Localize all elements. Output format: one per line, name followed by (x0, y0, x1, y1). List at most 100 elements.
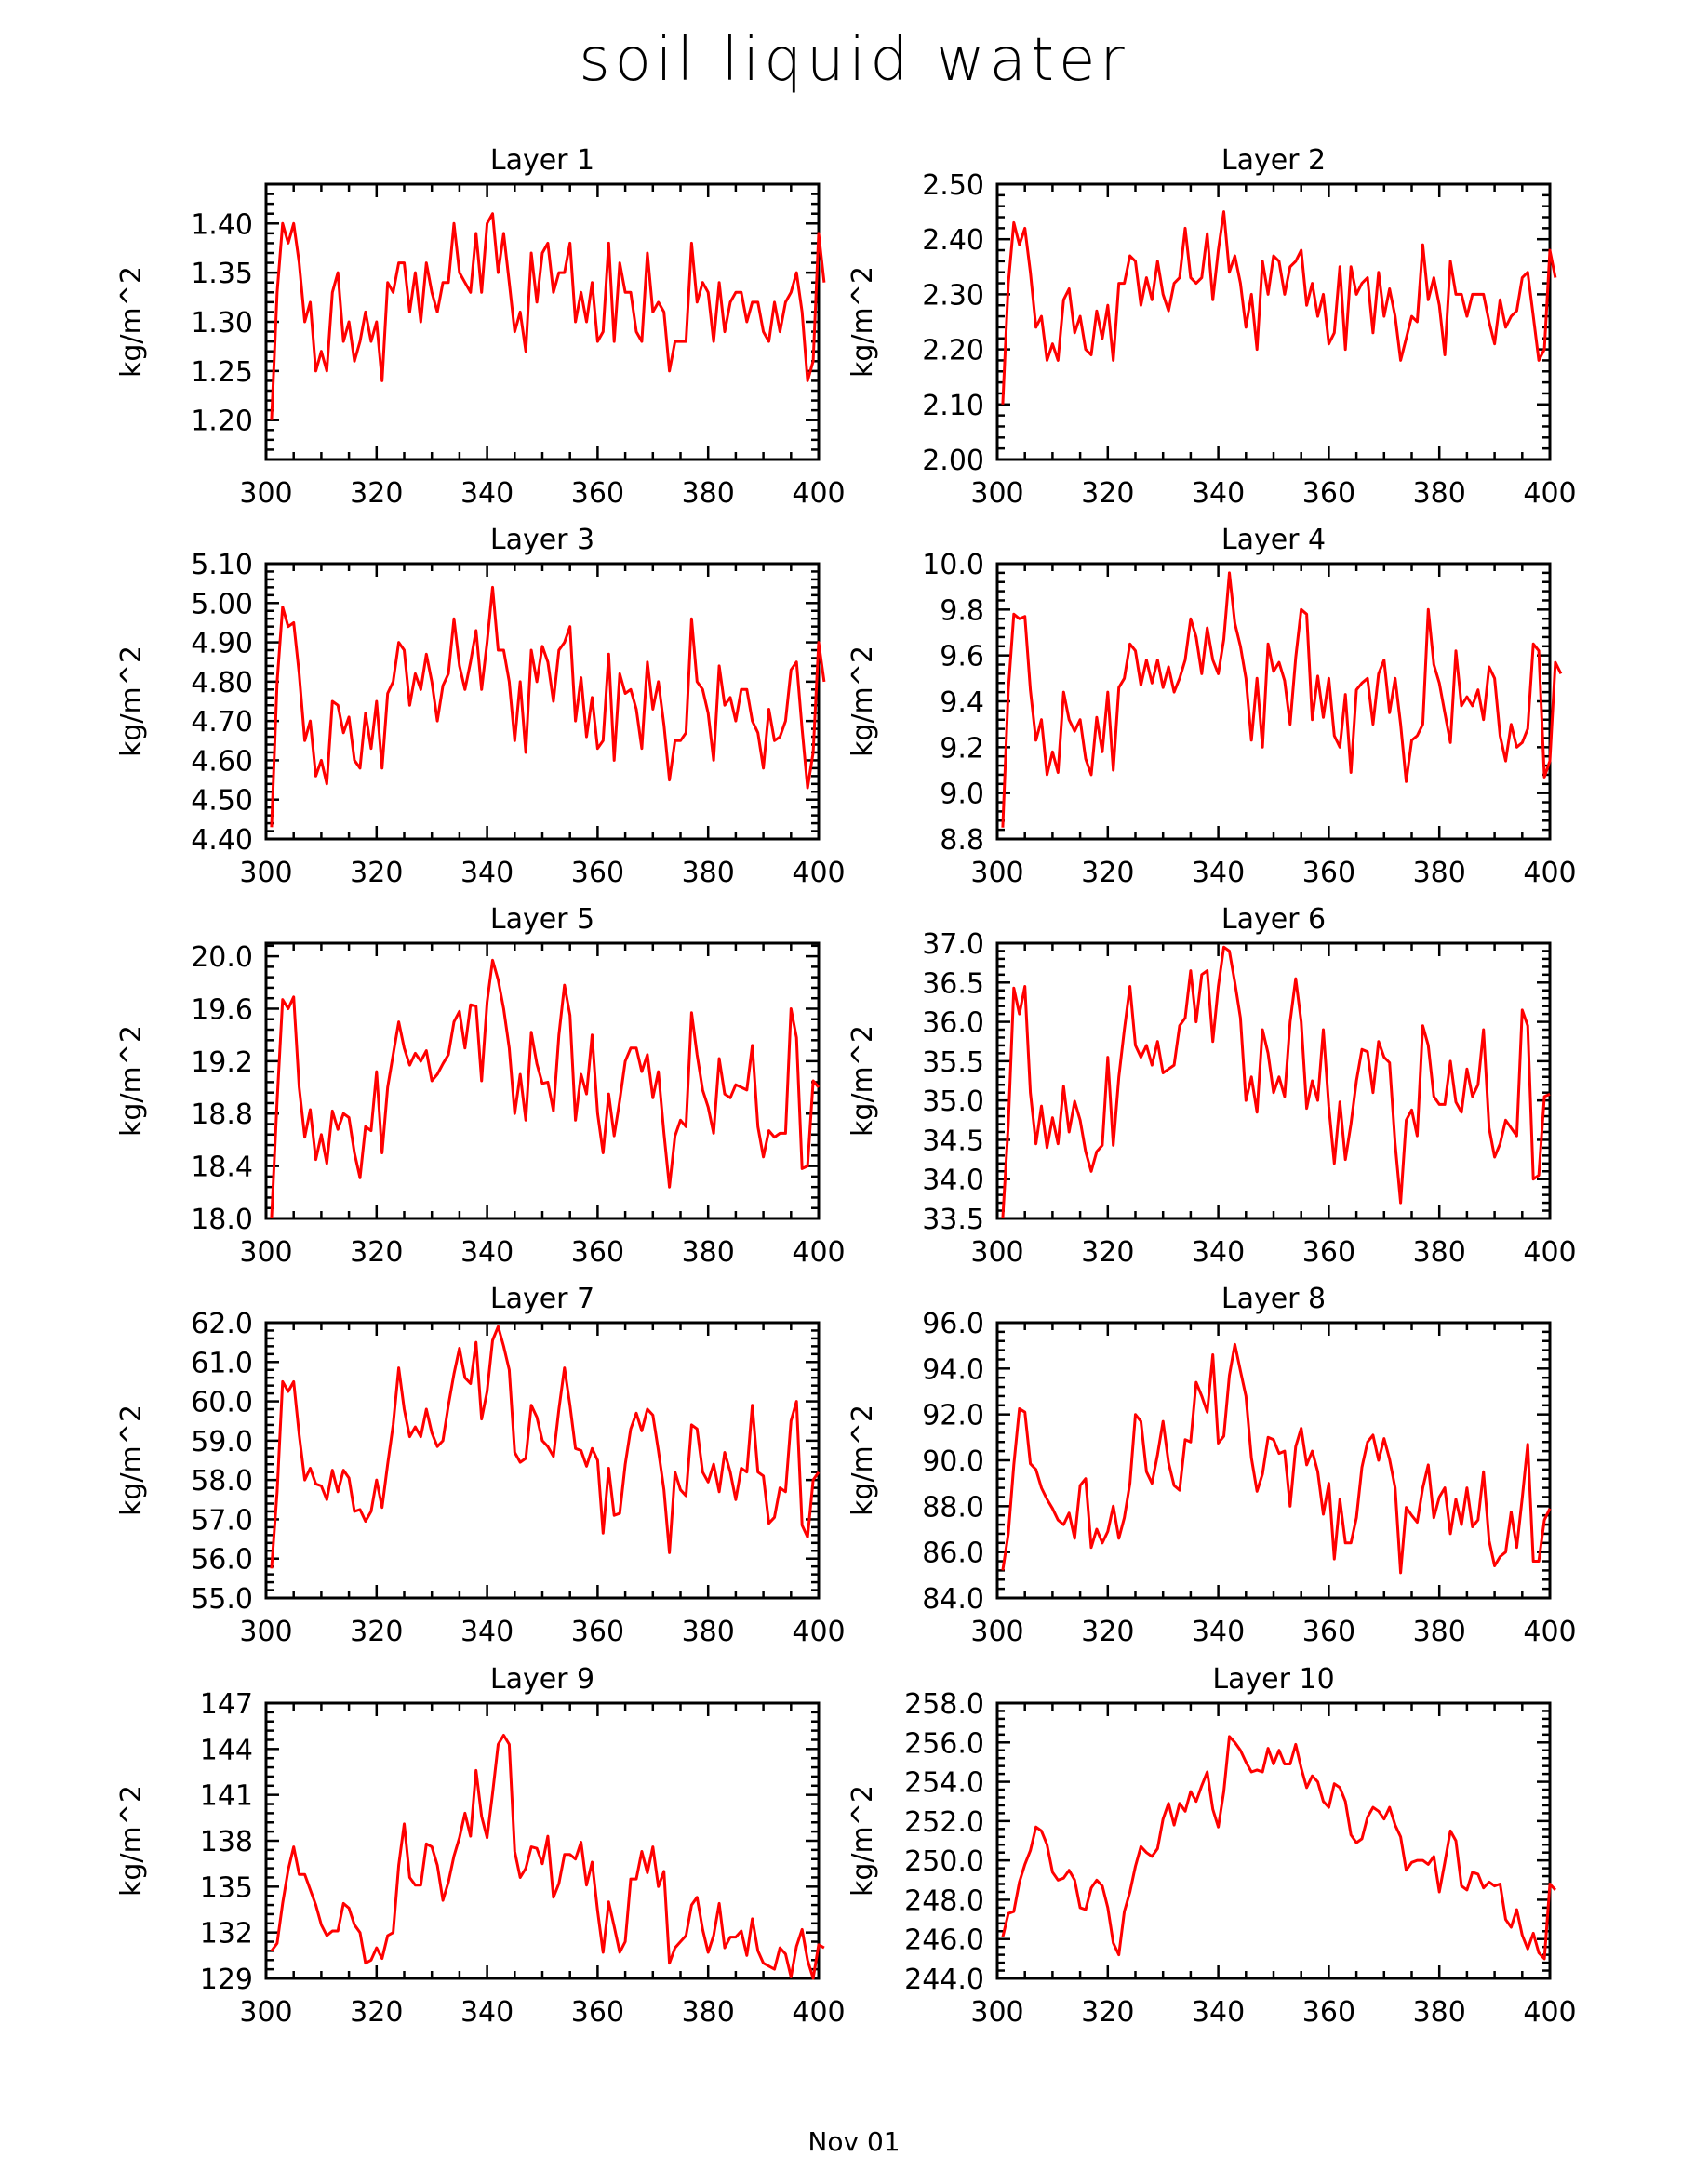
x-tick-label: 400 (792, 1616, 845, 1648)
panel-title: Layer 6 (1221, 903, 1326, 936)
y-tick-label: 5.00 (191, 588, 253, 620)
y-tick-label: 1.20 (191, 406, 253, 438)
y-tick-label: 34.5 (922, 1125, 984, 1157)
y-tick-label: 9.0 (940, 779, 984, 811)
y-axis-label: kg/m^2 (115, 1405, 148, 1516)
y-tick-label: 18.8 (191, 1098, 253, 1131)
x-tick-label: 320 (1081, 1996, 1134, 2029)
y-tick-label: 9.6 (940, 641, 984, 673)
y-tick-label: 248.0 (904, 1884, 984, 1917)
y-tick-label: 256.0 (904, 1727, 984, 1760)
chart-panel-9: Layer 9 300 320 340 360 380 400 129 132 135 138 141… (115, 1663, 846, 2029)
x-tick-label: 380 (682, 477, 735, 510)
x-tick-label: 300 (970, 1236, 1023, 1269)
chart-panel-8: Layer 8 300 320 340 360 380 400 84.0 86.0 88.0 90.… (847, 1283, 1577, 1648)
y-tick-label: 4.70 (191, 706, 253, 739)
y-tick-label: 59.0 (191, 1426, 253, 1458)
x-tick-label: 300 (970, 1996, 1023, 2029)
y-axis-label: kg/m^2 (847, 266, 879, 378)
x-tick-label: 400 (1523, 1616, 1576, 1648)
x-tick-label: 340 (1192, 477, 1245, 510)
panel-title: Layer 2 (1221, 144, 1326, 177)
y-tick-label: 56.0 (191, 1544, 253, 1577)
y-tick-label: 4.90 (191, 628, 253, 660)
series-line (270, 585, 826, 828)
y-tick-label: 55.0 (191, 1583, 253, 1616)
y-tick-label: 244.0 (904, 1964, 984, 1996)
y-tick-label: 1.25 (191, 356, 253, 389)
x-tick-label: 320 (350, 1616, 403, 1648)
y-tick-label: 35.5 (922, 1046, 984, 1079)
x-tick-label: 320 (1081, 477, 1134, 510)
y-tick-label: 62.0 (191, 1308, 253, 1340)
x-tick-label: 340 (460, 477, 514, 510)
y-tick-label: 9.8 (940, 594, 984, 627)
x-tick-label: 340 (1192, 1616, 1245, 1648)
y-tick-label: 37.0 (922, 928, 984, 961)
x-tick-label: 380 (1413, 477, 1466, 510)
y-tick-label: 4.40 (191, 824, 253, 857)
series-line (270, 1734, 825, 1980)
y-tick-label: 2.50 (922, 169, 984, 202)
y-tick-label: 5.10 (191, 549, 253, 581)
y-tick-label: 36.5 (922, 967, 984, 1000)
x-tick-label: 400 (1523, 1236, 1576, 1269)
y-tick-label: 1.40 (191, 208, 253, 241)
y-tick-label: 254.0 (904, 1767, 984, 1800)
y-tick-label: 2.30 (922, 279, 984, 312)
series-line (1001, 945, 1551, 1219)
y-tick-label: 129 (200, 1964, 253, 1996)
y-tick-label: 144 (200, 1734, 253, 1766)
chart-panel-3: Layer 3 300 320 340 360 380 400 4.40 4.50 4.60 4.7… (115, 524, 846, 889)
plot-frame (995, 1701, 1552, 1980)
x-tick-label: 400 (1523, 477, 1576, 510)
x-tick-label: 300 (239, 1996, 292, 2029)
y-tick-label: 61.0 (191, 1347, 253, 1379)
chart-panel-6: Layer 6 300 320 340 360 380 400 33.5 34.0 34.5 35.… (847, 903, 1577, 1269)
y-axis-label: kg/m^2 (847, 1405, 879, 1516)
x-tick-label: 340 (460, 1236, 514, 1269)
x-tick-label: 300 (239, 1236, 292, 1269)
y-axis-label: kg/m^2 (115, 646, 148, 757)
x-tick-label: 380 (1413, 857, 1466, 889)
y-tick-label: 36.0 (922, 1007, 984, 1040)
bottom-date-label: Nov 01 (807, 2126, 901, 2157)
x-tick-label: 380 (682, 1616, 735, 1648)
y-tick-label: 88.0 (922, 1491, 984, 1524)
plot-frame (995, 1321, 1552, 1600)
x-tick-label: 300 (239, 1616, 292, 1648)
y-tick-label: 10.0 (922, 549, 984, 581)
x-tick-label: 380 (1413, 1616, 1466, 1648)
y-tick-label: 33.5 (922, 1204, 984, 1236)
series-line (270, 958, 821, 1219)
x-tick-label: 320 (350, 1236, 403, 1269)
x-tick-label: 300 (239, 477, 292, 510)
x-tick-label: 300 (970, 1616, 1023, 1648)
x-tick-label: 400 (1523, 857, 1576, 889)
x-tick-label: 340 (460, 1996, 514, 2029)
panel-title: Layer 8 (1221, 1283, 1326, 1315)
panel-title: Layer 7 (490, 1283, 594, 1315)
series-line (270, 1325, 821, 1569)
panel-title: Layer 9 (490, 1663, 594, 1696)
y-tick-label: 4.50 (191, 785, 253, 818)
x-tick-label: 400 (792, 1996, 845, 2029)
y-axis-label: kg/m^2 (115, 266, 148, 378)
x-tick-label: 300 (239, 857, 292, 889)
series-line (1001, 1735, 1557, 1961)
y-tick-label: 252.0 (904, 1806, 984, 1839)
x-tick-label: 300 (970, 857, 1023, 889)
y-tick-label: 2.00 (922, 445, 984, 477)
x-tick-label: 380 (1413, 1236, 1466, 1269)
panel-title: Layer 10 (1212, 1663, 1334, 1696)
y-tick-label: 258.0 (904, 1688, 984, 1721)
y-tick-label: 35.0 (922, 1085, 984, 1118)
panel-title: Layer 4 (1221, 524, 1326, 556)
x-tick-label: 340 (1192, 857, 1245, 889)
series-line (1001, 1342, 1552, 1575)
x-tick-label: 360 (1302, 1616, 1355, 1648)
series-line (1001, 571, 1563, 828)
y-axis-label: kg/m^2 (847, 1025, 879, 1137)
y-tick-label: 1.35 (191, 258, 253, 290)
